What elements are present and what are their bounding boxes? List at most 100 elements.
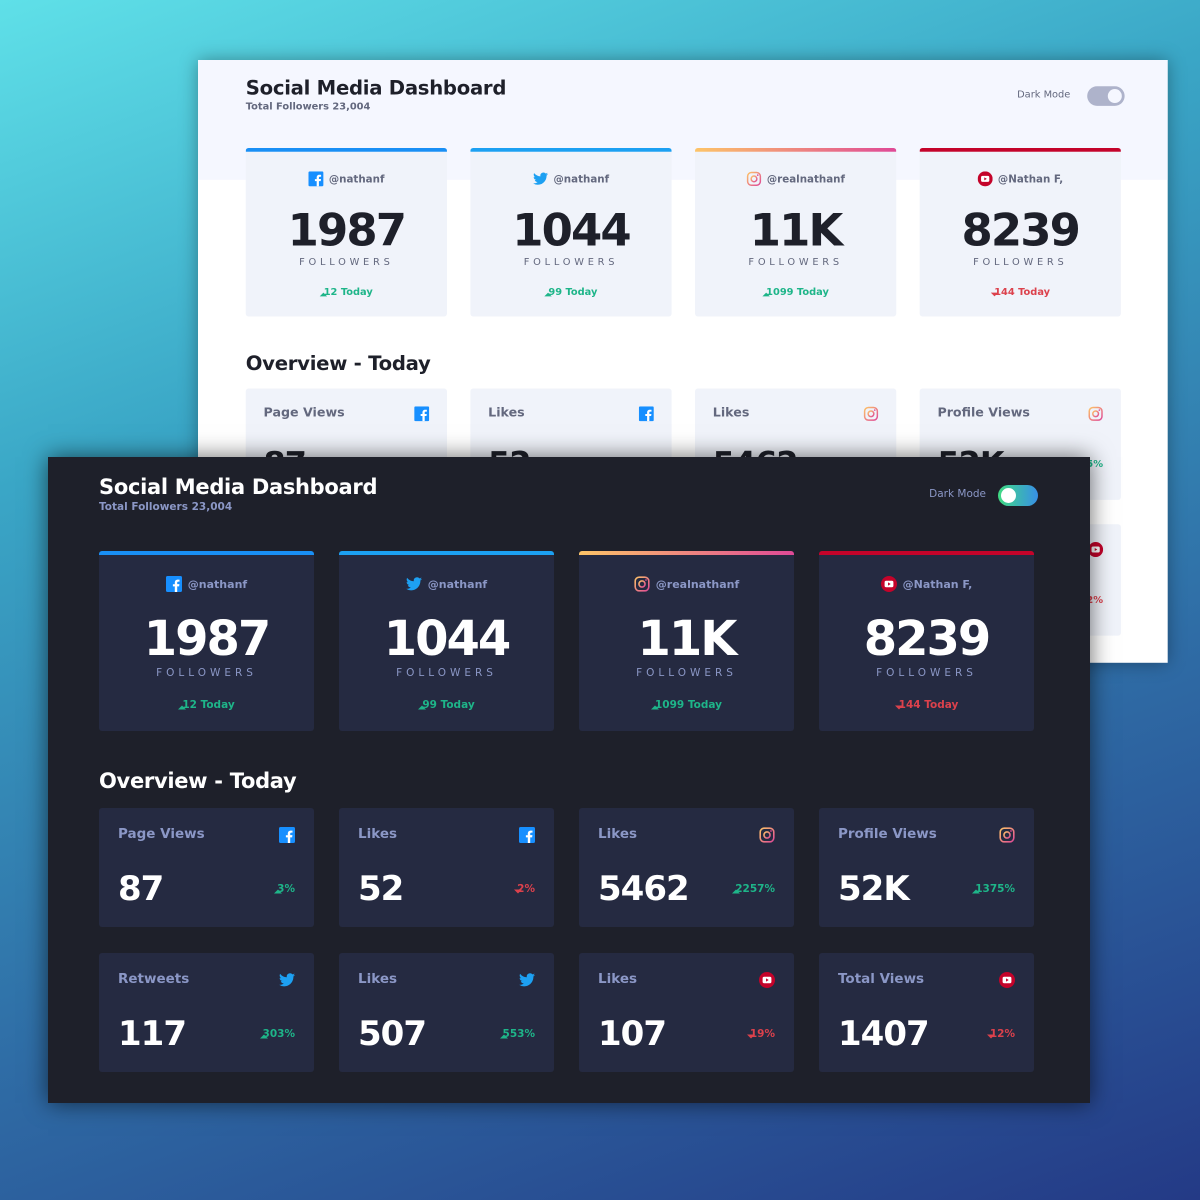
change-row: 19% <box>746 1029 775 1040</box>
platform-icon <box>1088 542 1104 558</box>
change-row: 303% <box>259 1028 295 1040</box>
overview-card: Profile Views 52K 1375% <box>819 808 1034 927</box>
overview-title: Overview - Today <box>99 769 297 793</box>
metric-value: 107 <box>598 1014 667 1054</box>
follower-card: @realnathanf 11K FOLLOWERS 1099 Today <box>579 551 794 731</box>
handle: @nathanf <box>553 172 610 185</box>
platform-icon <box>977 171 993 187</box>
platform-icon <box>746 171 761 186</box>
follower-card: @Nathan F, 8239 FOLLOWERS 144 Today <box>819 551 1034 731</box>
follower-count: 11K <box>637 611 738 667</box>
follower-count: 1987 <box>287 204 407 257</box>
handle-row: @nathanf <box>339 576 554 592</box>
handle: @Nathan F, <box>902 577 973 591</box>
platform-bar <box>919 147 1121 152</box>
platform-icon <box>999 827 1015 843</box>
today-row: 1099 Today <box>695 287 896 297</box>
handle: @realnathanf <box>766 172 845 185</box>
toggle-knob <box>1107 89 1122 104</box>
overview-card: Page Views 87 3% <box>99 808 314 927</box>
today-change: 1099 Today <box>766 286 829 298</box>
today-change: 99 Today <box>422 699 475 711</box>
platform-icon <box>863 406 879 421</box>
handle-row: @Nathan F, <box>920 171 1121 187</box>
today-change: 12 Today <box>323 286 373 298</box>
overview-title: Overview - Today <box>245 352 431 375</box>
percent-change: 1375% <box>975 883 1015 895</box>
follower-card: @Nathan F, 8239 FOLLOWERS 144 Today <box>919 147 1121 317</box>
percent-change: 303% <box>262 1028 295 1040</box>
metric-label: Total Views <box>838 971 925 987</box>
handle-row: @nathanf <box>99 576 314 592</box>
toggle-knob <box>1001 488 1016 503</box>
follower-count: 11K <box>749 204 844 257</box>
handle: @nathanf <box>187 577 248 591</box>
change-row: 12% <box>986 1029 1015 1040</box>
dark-mode-toggle[interactable] <box>998 485 1038 506</box>
today-row: 144 Today <box>920 287 1121 297</box>
overview-card: Total Views 1407 12% <box>819 953 1034 1072</box>
metric-value: 52K <box>838 869 910 909</box>
platform-icon <box>999 972 1015 988</box>
followers-label: FOLLOWERS <box>876 667 977 679</box>
handle: @nathanf <box>427 577 488 591</box>
platform-icon <box>634 576 650 592</box>
dark-dashboard: Social Media Dashboard Total Followers 23… <box>48 457 1090 1103</box>
platform-bar <box>695 147 897 152</box>
follower-card: @nathanf 1044 FOLLOWERS 99 Today <box>339 551 554 731</box>
today-row: 99 Today <box>339 700 554 711</box>
subtitle: Total Followers 23,004 <box>99 501 233 513</box>
overview-card: Likes 507 553% <box>339 953 554 1072</box>
followers-label: FOLLOWERS <box>973 256 1068 268</box>
overview-card: Likes 5462 2257% <box>579 808 794 927</box>
metric-value: 507 <box>358 1014 427 1054</box>
platform-bar <box>339 551 554 555</box>
today-row: 99 Today <box>470 287 671 297</box>
percent-change: 553% <box>502 1028 535 1040</box>
today-change: 144 Today <box>994 286 1051 298</box>
metric-label: Profile Views <box>937 405 1030 421</box>
toggle-label: Dark Mode <box>929 488 986 500</box>
metric-label: Page Views <box>263 405 345 421</box>
follower-card: @nathanf 1987 FOLLOWERS 12 Today <box>99 551 314 731</box>
percent-change: 3% <box>277 883 295 895</box>
today-row: 12 Today <box>99 700 314 711</box>
title: Social Media Dashboard <box>245 76 507 100</box>
platform-icon <box>532 171 548 186</box>
dark-mode-toggle[interactable] <box>1087 86 1125 106</box>
follower-count: 8239 <box>863 611 992 667</box>
platform-icon <box>165 576 182 592</box>
follower-card: @realnathanf 11K FOLLOWERS 1099 Today <box>695 147 897 317</box>
handle-row: @Nathan F, <box>819 576 1034 592</box>
followers-label: FOLLOWERS <box>299 256 394 268</box>
today-row: 12 Today <box>246 287 447 297</box>
platform-icon <box>759 972 775 988</box>
metric-label: Likes <box>488 405 525 421</box>
change-row: 2% <box>514 884 535 895</box>
metric-value: 52 <box>358 869 404 909</box>
follower-count: 1987 <box>143 611 272 667</box>
follower-card: @nathanf 1987 FOLLOWERS 12 Today <box>245 147 447 317</box>
followers-label: FOLLOWERS <box>523 256 619 268</box>
platform-icon <box>405 576 422 592</box>
toggle-label: Dark Mode <box>1017 89 1071 101</box>
follower-count: 8239 <box>961 204 1080 257</box>
platform-bar <box>470 147 672 152</box>
platform-icon <box>308 171 324 187</box>
handle: @Nathan F, <box>997 172 1064 185</box>
change-row: 1375% <box>972 884 1015 895</box>
platform-bar <box>819 551 1034 555</box>
metric-label: Likes <box>598 826 638 842</box>
followers-label: FOLLOWERS <box>748 256 843 268</box>
overview-card: Retweets 117 303% <box>99 953 314 1072</box>
platform-icon <box>880 576 897 592</box>
today-row: 144 Today <box>819 700 1034 711</box>
today-row: 1099 Today <box>579 700 794 711</box>
platform-icon <box>519 972 535 988</box>
overview-card: Likes 52 2% <box>339 808 554 927</box>
handle-row: @nathanf <box>470 171 671 186</box>
followers-label: FOLLOWERS <box>396 667 497 679</box>
subtitle: Total Followers 23,004 <box>245 101 371 113</box>
percent-change: 12% <box>1079 594 1104 606</box>
platform-icon <box>414 406 430 422</box>
